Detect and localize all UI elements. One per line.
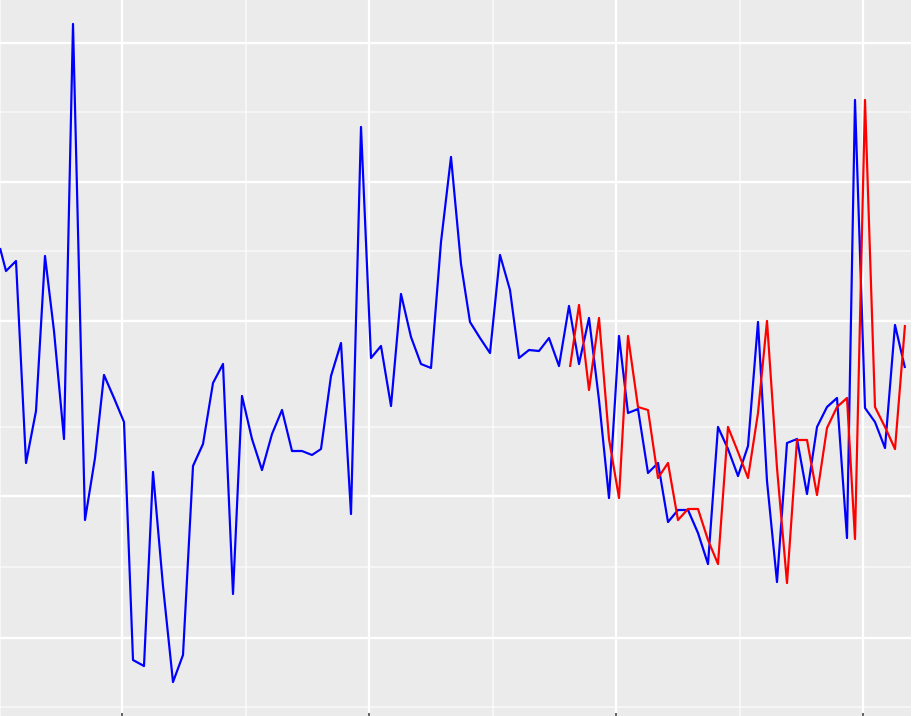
series-line-red: [568, 98, 907, 585]
series-line-blue: [0, 22, 907, 684]
series-layer: [0, 22, 907, 684]
